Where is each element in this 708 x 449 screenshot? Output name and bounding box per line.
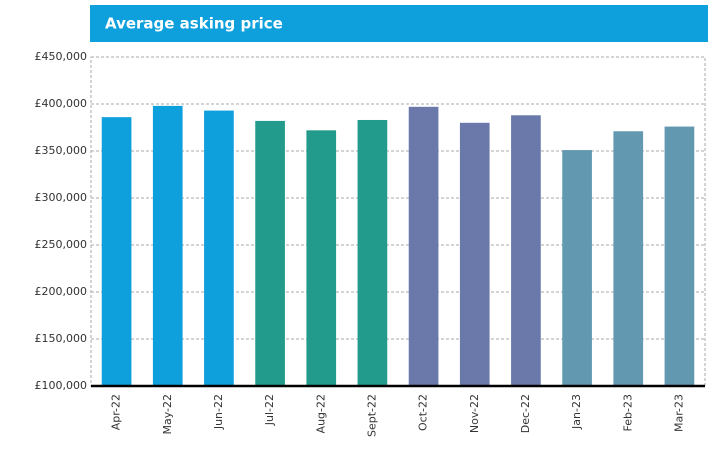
chart-title: Average asking price bbox=[105, 15, 283, 33]
bar bbox=[408, 106, 439, 386]
bar bbox=[152, 105, 183, 386]
x-tick-label: Feb-23 bbox=[621, 394, 634, 431]
x-tick-label: May-22 bbox=[161, 394, 174, 435]
y-tick-label: £150,000 bbox=[35, 332, 88, 345]
bar bbox=[664, 126, 695, 386]
plot-border bbox=[90, 56, 706, 387]
x-tick-label: Jul-22 bbox=[263, 394, 276, 426]
y-tick-label: £250,000 bbox=[35, 238, 88, 251]
x-tick-label: Mar-23 bbox=[672, 394, 685, 432]
x-tick-label: Apr-22 bbox=[110, 394, 123, 430]
x-tick-label: Jan-23 bbox=[570, 394, 583, 430]
bar bbox=[511, 115, 541, 386]
y-tick-label: £200,000 bbox=[35, 285, 88, 298]
y-tick-label: £400,000 bbox=[35, 97, 88, 110]
x-tick-label: Aug-22 bbox=[314, 394, 327, 433]
title-banner bbox=[90, 5, 708, 42]
bar bbox=[357, 119, 388, 386]
y-tick-label: £350,000 bbox=[35, 144, 88, 157]
bar bbox=[255, 120, 285, 387]
x-tick-label: Nov-22 bbox=[468, 394, 481, 433]
bar bbox=[101, 117, 132, 386]
x-tick-label: Dec-22 bbox=[519, 394, 532, 433]
x-tick-label: Oct-22 bbox=[417, 394, 430, 431]
y-tick-label: £450,000 bbox=[35, 50, 88, 63]
bar bbox=[562, 150, 592, 386]
x-tick-label: Jun-22 bbox=[212, 394, 225, 430]
y-tick-label: £100,000 bbox=[35, 379, 88, 392]
bar bbox=[459, 122, 490, 387]
x-tick-label: Sept-22 bbox=[365, 394, 378, 437]
bar bbox=[306, 130, 337, 386]
bar bbox=[613, 131, 644, 386]
y-tick-label: £300,000 bbox=[35, 191, 88, 204]
bar bbox=[204, 110, 234, 386]
